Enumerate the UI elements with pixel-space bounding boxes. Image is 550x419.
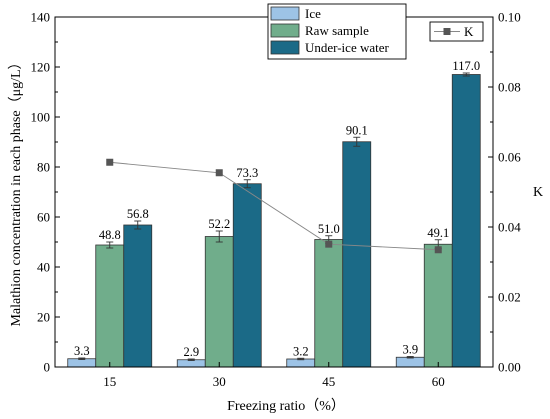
y2-tick-label-6: 0.10: [498, 10, 521, 25]
y2-tick-label-1: 0.00: [498, 360, 521, 375]
bar-3-2: [232, 183, 262, 368]
y-tick-label-8: 140: [31, 10, 51, 25]
legend-swatch-3: [270, 40, 300, 55]
y-axis-title: Malathion concentration in each phase（μg…: [8, 55, 24, 326]
bar-1-3: [286, 358, 316, 368]
data-label-1-1: 3.3: [74, 344, 90, 358]
y-tick-label-7: 120: [31, 60, 51, 75]
data-label-1-2: 2.9: [183, 345, 199, 359]
bar-2-4: [423, 243, 453, 368]
legend-swatch-2: [270, 23, 300, 38]
x-axis-title: Freezing ratio（%）: [227, 398, 345, 414]
y-tick-label-6: 100: [31, 110, 51, 125]
legend-label-2: Raw sample: [305, 23, 369, 38]
data-label-2-3: 51.0: [318, 222, 340, 236]
data-label-1-3: 3.2: [293, 344, 309, 358]
bar-1-1: [67, 358, 97, 368]
y2-axis-title: K: [533, 185, 543, 200]
k-point-4: [434, 246, 442, 254]
k-point-2: [215, 169, 223, 177]
bar-2-2: [204, 236, 234, 368]
x-tick-label-2: 30: [213, 374, 226, 389]
x-tick-label-4: 60: [432, 374, 445, 389]
legend-label-3: Under-ice water: [305, 40, 389, 55]
plot-area: 3.3 2.9 3.2 3.9 48.8 52.2 51.0 49.1 56.8 73.3 90.1…: [31, 3, 521, 389]
data-label-2-1: 48.8: [99, 228, 121, 242]
data-label-1-4: 3.9: [402, 343, 418, 357]
data-label-3-1: 56.8: [127, 207, 149, 221]
bar-3-3: [342, 141, 372, 368]
y2-tick-label-5: 0.08: [498, 80, 521, 95]
y2-tick-label-4: 0.06: [498, 150, 521, 165]
x-tick-label-1: 15: [103, 374, 116, 389]
y-tick-label-4: 60: [37, 210, 50, 225]
y-tick-label-1: 0: [44, 360, 51, 375]
k-legend-label: K: [464, 24, 474, 39]
data-label-2-4: 49.1: [427, 226, 449, 240]
bar-2-1: [95, 244, 125, 368]
bar-1-4: [395, 356, 425, 368]
x-tick-label-3: 45: [322, 374, 335, 389]
y2-tick-label-2: 0.02: [498, 290, 521, 305]
bar-3-4: [451, 74, 481, 368]
y-tick-label-2: 20: [37, 310, 50, 325]
y-tick-label-5: 80: [37, 160, 50, 175]
data-label-3-3: 90.1: [346, 123, 368, 137]
data-label-3-4: 117.0: [452, 59, 480, 73]
bar-2-3: [314, 239, 344, 368]
data-label-2-2: 52.2: [208, 217, 230, 231]
k-point-3: [325, 240, 333, 248]
data-label-3-2: 73.3: [236, 166, 258, 180]
y2-tick-label-3: 0.04: [498, 220, 521, 235]
k-line: [109, 161, 439, 251]
legend-label-1: Ice: [305, 6, 321, 21]
k-point-1: [106, 158, 114, 166]
bar-3-1: [123, 224, 153, 368]
k-legend-marker: [443, 28, 451, 35]
y-tick-label-3: 40: [37, 260, 50, 275]
legend-swatch-1: [270, 6, 300, 21]
